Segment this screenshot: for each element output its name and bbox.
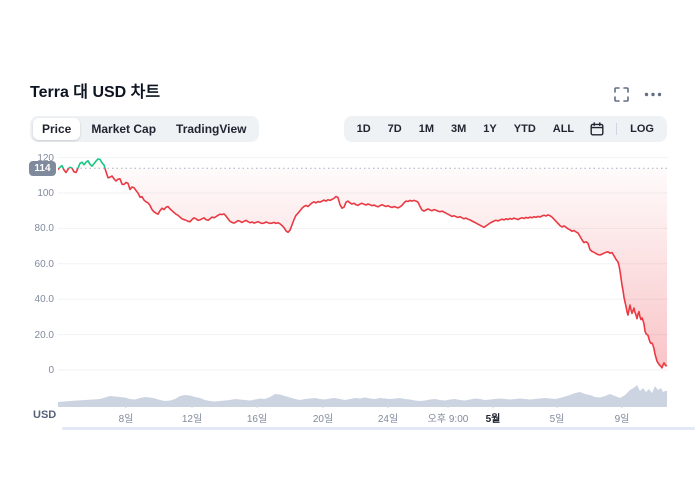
y-axis-label: 0	[48, 365, 54, 376]
currency-unit-label: USD	[33, 409, 57, 421]
range-1m[interactable]: 1M	[418, 123, 435, 135]
tab-tradingview[interactable]: TradingView	[176, 122, 247, 136]
log-scale-toggle[interactable]: LOG	[630, 123, 654, 135]
tab-price[interactable]: Price	[33, 118, 81, 140]
time-range-toolbar: 1D 7D 1M 3M 1Y YTD ALL LOG	[343, 116, 667, 142]
y-axis-label: 80.0	[34, 223, 54, 235]
timeline-scrubber[interactable]	[62, 427, 695, 430]
x-tick-label: 20일	[312, 414, 334, 425]
header-icons	[612, 86, 662, 102]
chart-canvas[interactable]	[58, 148, 668, 408]
range-1y[interactable]: 1Y	[483, 123, 497, 135]
x-tick-label: 5월	[485, 414, 501, 425]
y-axis-label: 60.0	[34, 258, 54, 270]
x-tick-label: 16일	[246, 414, 268, 425]
y-axis-label: 20.0	[34, 329, 54, 341]
range-ytd[interactable]: YTD	[513, 123, 536, 135]
y-axis-label: 40.0	[34, 294, 54, 306]
y-axis-label: 100	[37, 188, 54, 199]
y-axis-label: 120	[37, 152, 54, 164]
current-price-badge: 114	[29, 160, 56, 176]
range-1d[interactable]: 1D	[356, 123, 371, 135]
more-options-icon[interactable]	[644, 86, 662, 102]
range-3m[interactable]: 3M	[451, 123, 467, 135]
x-tick-label: 8일	[118, 414, 134, 425]
price-chart[interactable]: M CoinMarketCap	[58, 148, 668, 408]
x-tick-label: 9일	[614, 414, 630, 425]
range-all[interactable]: ALL	[552, 123, 575, 135]
chart-type-tabs: Price Market Cap TradingView	[30, 116, 259, 142]
fullscreen-icon[interactable]	[612, 86, 630, 102]
x-tick-label: 오후 9:00	[427, 414, 469, 425]
calendar-icon[interactable]	[584, 120, 610, 138]
range-7d[interactable]: 7D	[387, 123, 402, 135]
toolbar-divider	[616, 123, 618, 135]
x-tick-label: 5일	[549, 414, 565, 425]
page-title: Terra 대 USD 차트	[30, 84, 161, 101]
tab-market-cap[interactable]: Market Cap	[91, 122, 157, 136]
x-tick-label: 24일	[377, 414, 399, 425]
x-tick-label: 12일	[181, 414, 203, 425]
